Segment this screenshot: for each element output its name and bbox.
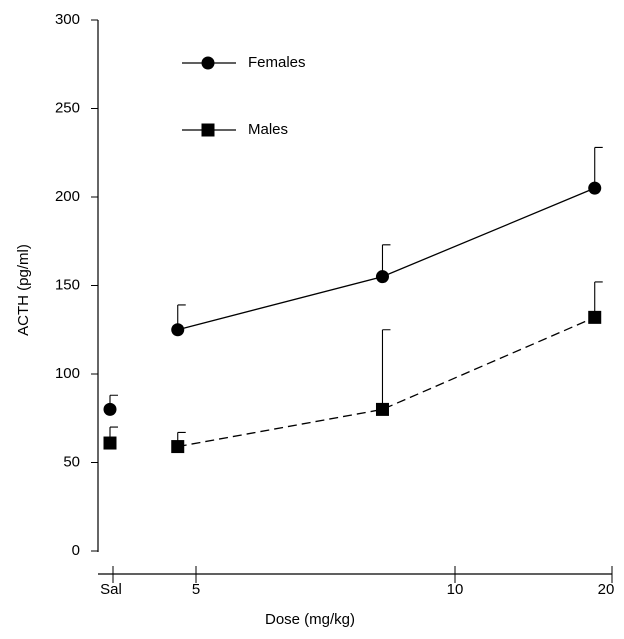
- x-tick-label: 10: [447, 581, 464, 598]
- y-tick-label: 150: [55, 276, 80, 293]
- x-tick-label: Sal: [100, 581, 122, 598]
- series-line: [177, 316, 595, 448]
- data-point: [171, 323, 185, 337]
- legend-label: Males: [248, 121, 288, 138]
- x-axis-label: Dose (mg/kg): [265, 611, 355, 628]
- error-bar: [381, 329, 391, 410]
- data-point: [375, 402, 389, 416]
- data-point: [588, 181, 602, 195]
- data-point: [103, 436, 117, 450]
- data-point: [588, 310, 602, 324]
- y-tick-label: 250: [55, 99, 80, 116]
- x-tick-label: 5: [192, 581, 200, 598]
- series-line: [177, 187, 595, 331]
- x-tick-label: 20: [598, 581, 615, 598]
- y-tick-label: 300: [55, 11, 80, 28]
- legend-marker: [201, 56, 215, 70]
- data-point: [171, 440, 185, 454]
- data-point: [375, 270, 389, 284]
- error-bar: [594, 146, 603, 189]
- y-tick-label: 0: [72, 542, 80, 559]
- legend-marker: [201, 123, 215, 137]
- legend-label: Females: [248, 54, 306, 71]
- y-axis-label: ACTH (pg/ml): [15, 244, 32, 336]
- data-point: [103, 402, 117, 416]
- y-tick-label: 200: [55, 188, 80, 205]
- y-tick-label: 50: [63, 453, 80, 470]
- y-tick-label: 100: [55, 365, 80, 382]
